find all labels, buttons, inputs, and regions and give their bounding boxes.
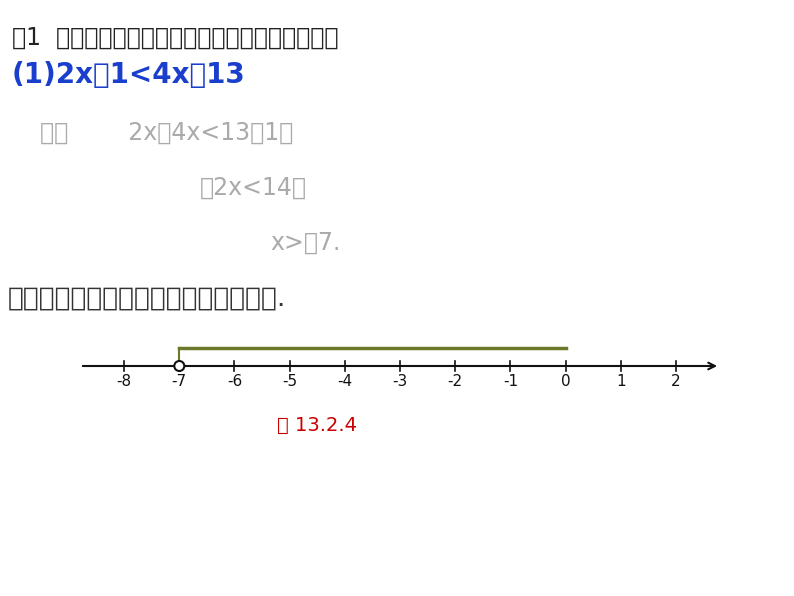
Text: -2: -2 [448, 374, 463, 389]
Text: －2x<14，: －2x<14， [200, 176, 307, 200]
Text: 0: 0 [561, 374, 570, 389]
Text: -8: -8 [117, 374, 132, 389]
Text: 图 13.2.4: 图 13.2.4 [277, 416, 357, 435]
Circle shape [175, 361, 184, 371]
Text: 2: 2 [671, 374, 680, 389]
Text: x>－7.: x>－7. [270, 231, 341, 255]
Text: -3: -3 [392, 374, 407, 389]
Text: 解：        2x－4x<13＋1，: 解： 2x－4x<13＋1， [40, 121, 293, 145]
Text: (1)2x－1<4x＋13: (1)2x－1<4x＋13 [12, 61, 246, 89]
Text: 例1  解下列不等式，并将解集在数轴上表示出来：: 例1 解下列不等式，并将解集在数轴上表示出来： [12, 26, 338, 50]
Text: 这个不等式的解集在数轴上的表示如下.: 这个不等式的解集在数轴上的表示如下. [8, 286, 287, 312]
Text: 1: 1 [616, 374, 626, 389]
Text: -7: -7 [172, 374, 187, 389]
Text: -5: -5 [282, 374, 297, 389]
Text: -1: -1 [503, 374, 518, 389]
Text: -4: -4 [337, 374, 353, 389]
Text: -6: -6 [227, 374, 242, 389]
